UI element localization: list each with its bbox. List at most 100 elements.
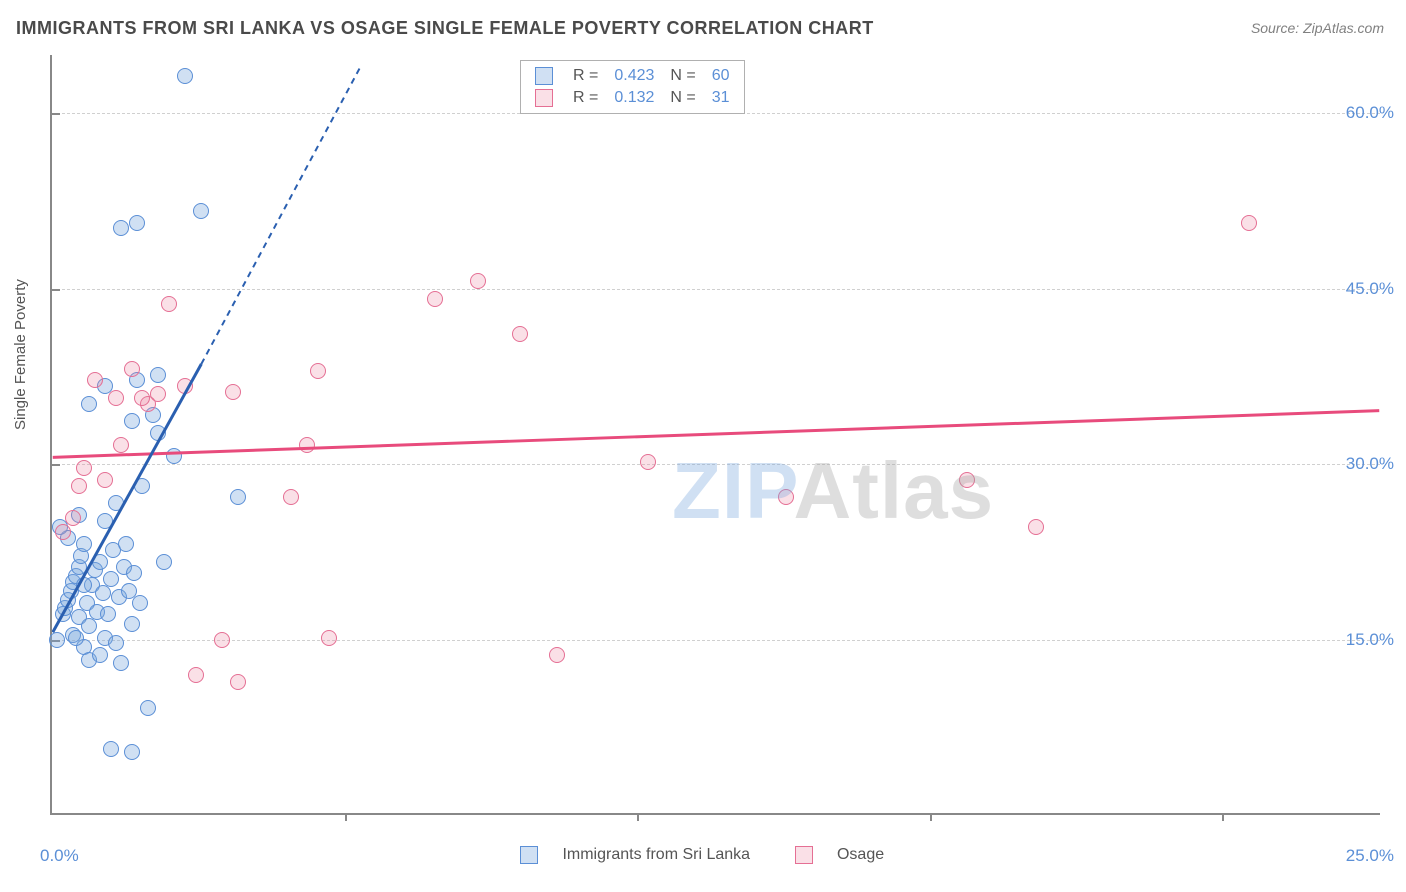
- data-point-sri_lanka: [129, 215, 145, 231]
- gridline: [52, 464, 1380, 465]
- data-point-sri_lanka: [113, 655, 129, 671]
- n-label: N =: [662, 87, 703, 109]
- x-tick-label: 0.0%: [40, 846, 79, 866]
- data-point-osage: [113, 437, 129, 453]
- n-value-osage: 31: [704, 87, 738, 109]
- x-tick: [1222, 813, 1224, 821]
- data-point-osage: [108, 390, 124, 406]
- data-point-sri_lanka: [68, 630, 84, 646]
- data-point-osage: [512, 326, 528, 342]
- data-point-sri_lanka: [140, 700, 156, 716]
- data-point-sri_lanka: [81, 396, 97, 412]
- data-point-osage: [778, 489, 794, 505]
- data-point-sri_lanka: [103, 571, 119, 587]
- data-point-sri_lanka: [118, 536, 134, 552]
- data-point-osage: [177, 378, 193, 394]
- data-point-osage: [310, 363, 326, 379]
- gridline: [52, 640, 1380, 641]
- x-tick: [930, 813, 932, 821]
- source-label: Source: ZipAtlas.com: [1251, 20, 1384, 36]
- data-point-osage: [283, 489, 299, 505]
- legend-label-sri-lanka: Immigrants from Sri Lanka: [562, 846, 750, 863]
- data-point-sri_lanka: [150, 425, 166, 441]
- gridline: [52, 289, 1380, 290]
- data-point-sri_lanka: [166, 448, 182, 464]
- data-point-osage: [427, 291, 443, 307]
- data-point-sri_lanka: [92, 647, 108, 663]
- stats-legend: R = 0.423 N = 60 R = 0.132 N = 31: [520, 60, 745, 114]
- swatch-pink-icon: [795, 846, 813, 864]
- watermark-atlas: Atlas: [794, 446, 995, 535]
- data-point-sri_lanka: [150, 367, 166, 383]
- swatch-pink: [535, 89, 553, 107]
- data-point-osage: [549, 647, 565, 663]
- data-point-osage: [161, 296, 177, 312]
- x-tick: [345, 813, 347, 821]
- data-point-osage: [71, 478, 87, 494]
- n-value-sri-lanka: 60: [704, 65, 738, 87]
- data-point-sri_lanka: [132, 595, 148, 611]
- watermark-zip: ZIP: [672, 446, 794, 535]
- data-point-sri_lanka: [230, 489, 246, 505]
- data-point-osage: [470, 273, 486, 289]
- data-point-sri_lanka: [108, 495, 124, 511]
- legend-row-osage: R = 0.132 N = 31: [527, 87, 738, 109]
- r-value-osage: 0.132: [606, 87, 662, 109]
- data-point-sri_lanka: [124, 413, 140, 429]
- r-label: R =: [565, 65, 606, 87]
- swatch-blue: [535, 67, 553, 85]
- data-point-sri_lanka: [134, 478, 150, 494]
- data-point-sri_lanka: [76, 536, 92, 552]
- data-point-osage: [150, 386, 166, 402]
- data-point-sri_lanka: [124, 744, 140, 760]
- data-point-osage: [1028, 519, 1044, 535]
- r-value-sri-lanka: 0.423: [606, 65, 662, 87]
- data-point-sri_lanka: [49, 632, 65, 648]
- data-point-sri_lanka: [97, 513, 113, 529]
- plot-area: ZIPAtlas: [50, 55, 1380, 815]
- r-label: R =: [565, 87, 606, 109]
- y-tick-label: 30.0%: [1346, 454, 1394, 474]
- y-tick-label: 15.0%: [1346, 630, 1394, 650]
- data-point-osage: [65, 510, 81, 526]
- data-point-osage: [188, 667, 204, 683]
- data-point-sri_lanka: [95, 585, 111, 601]
- data-point-osage: [55, 524, 71, 540]
- legend-row-sri-lanka: R = 0.423 N = 60: [527, 65, 738, 87]
- data-point-osage: [959, 472, 975, 488]
- data-point-sri_lanka: [92, 554, 108, 570]
- data-point-sri_lanka: [103, 741, 119, 757]
- data-point-sri_lanka: [177, 68, 193, 84]
- data-point-sri_lanka: [100, 606, 116, 622]
- legend-item-osage: Osage: [795, 846, 905, 863]
- data-point-osage: [1241, 215, 1257, 231]
- data-point-osage: [87, 372, 103, 388]
- data-point-sri_lanka: [81, 618, 97, 634]
- x-tick: [637, 813, 639, 821]
- y-tick-label: 60.0%: [1346, 103, 1394, 123]
- data-point-sri_lanka: [156, 554, 172, 570]
- data-point-sri_lanka: [126, 565, 142, 581]
- swatch-blue-icon: [520, 846, 538, 864]
- data-point-sri_lanka: [113, 220, 129, 236]
- data-point-osage: [97, 472, 113, 488]
- data-point-osage: [225, 384, 241, 400]
- data-point-osage: [640, 454, 656, 470]
- chart-title: IMMIGRANTS FROM SRI LANKA VS OSAGE SINGL…: [16, 18, 874, 39]
- data-point-osage: [76, 460, 92, 476]
- data-point-sri_lanka: [124, 616, 140, 632]
- series-legend: Immigrants from Sri Lanka Osage: [520, 846, 924, 864]
- data-point-osage: [321, 630, 337, 646]
- x-tick-label: 25.0%: [1346, 846, 1394, 866]
- data-point-osage: [134, 390, 150, 406]
- y-tick-label: 45.0%: [1346, 279, 1394, 299]
- data-point-osage: [299, 437, 315, 453]
- data-point-osage: [124, 361, 140, 377]
- data-point-sri_lanka: [76, 577, 92, 593]
- data-point-osage: [214, 632, 230, 648]
- legend-item-sri-lanka: Immigrants from Sri Lanka: [520, 846, 770, 863]
- data-point-sri_lanka: [193, 203, 209, 219]
- data-point-osage: [230, 674, 246, 690]
- n-label: N =: [662, 65, 703, 87]
- y-axis-label: Single Female Poverty: [12, 279, 29, 430]
